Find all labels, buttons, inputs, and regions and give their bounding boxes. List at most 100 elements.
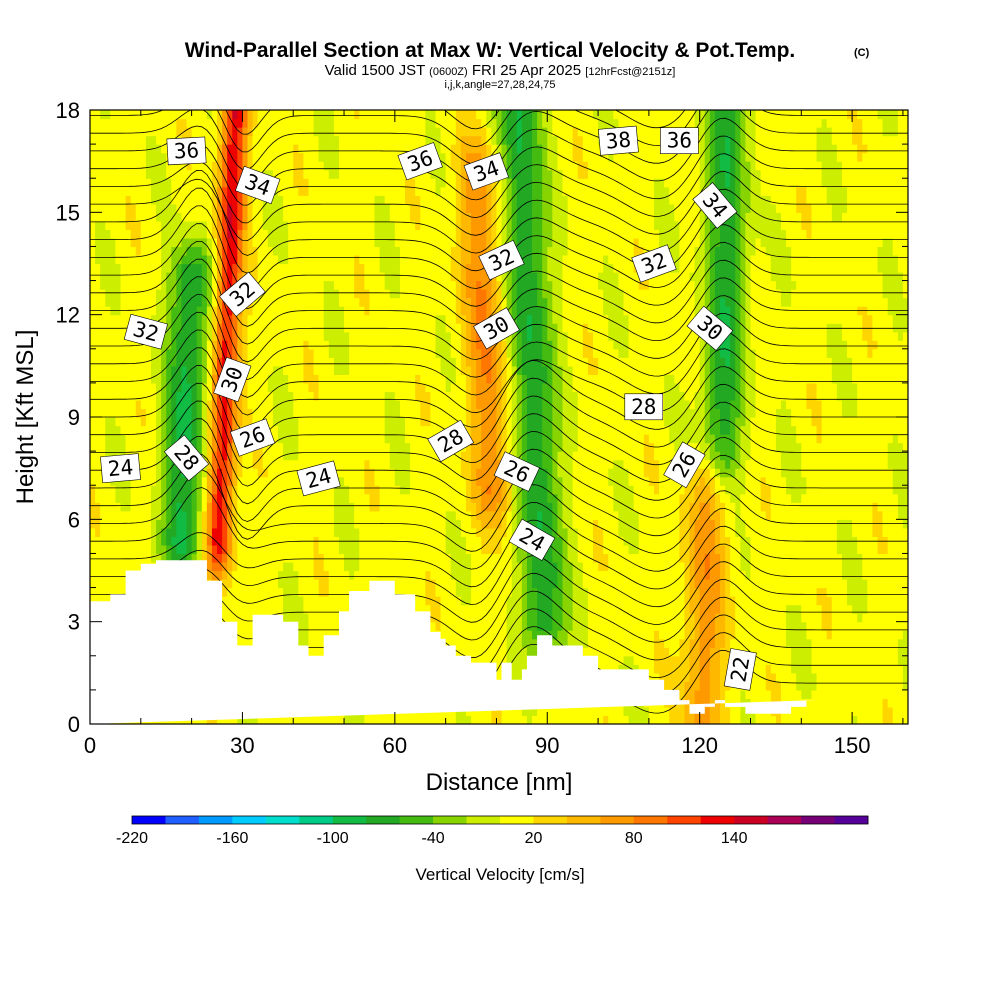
field-cell [359,169,365,179]
field-cell [222,451,228,461]
field-cell [150,229,157,239]
field-cell [384,195,391,205]
field-cell [440,587,447,597]
field-cell [156,212,162,222]
field-cell [308,459,315,469]
field-cell [405,561,411,572]
field-cell [405,118,411,128]
field-cell [318,314,325,324]
field-cell [150,391,157,401]
field-cell [90,587,96,597]
field-cell [313,220,320,230]
field-cell [135,169,142,179]
field-cell [349,323,355,333]
field-cell [130,135,137,145]
field-cell [359,391,365,401]
field-cell [394,391,401,401]
field-cell [140,519,147,529]
field-cell [95,169,101,179]
field-cell [257,212,264,222]
field-cell [359,382,365,393]
field-cell [338,374,345,384]
field-cell [272,715,279,724]
field-cell [150,544,157,555]
field-cell [313,408,320,418]
field-cell [252,596,259,606]
field-cell [425,272,432,282]
field-cell [354,118,360,128]
field-cell [227,536,233,546]
field-cell [405,263,411,273]
field-cell [267,519,274,529]
field-cell [369,348,376,358]
field-cell [328,220,335,230]
field-cell [405,357,411,367]
field-cell [277,340,284,350]
field-cell [125,212,132,222]
field-cell [328,118,335,128]
field-cell [242,195,249,205]
field-cell [262,382,269,393]
field-cell [420,544,426,555]
field-cell [374,169,381,179]
field-cell [369,331,376,341]
field-cell [257,715,264,724]
field-cell [333,442,340,452]
field-cell [410,237,416,248]
field-cell [389,493,396,503]
field-cell [328,434,335,444]
field-cell [176,169,183,179]
field-cell [359,544,365,555]
field-cell [191,544,198,555]
field-cell [328,596,335,606]
field-cell [308,144,315,154]
field-cell [145,135,152,145]
field-cell [405,459,411,469]
field-cell [298,451,304,461]
field-cell [135,152,142,162]
field-cell [283,340,289,350]
field-cell [328,451,335,461]
field-cell [140,152,147,162]
field-cell [328,135,335,145]
field-cell [161,212,167,222]
field-cell [410,425,416,435]
field-cell [308,519,315,529]
field-cell [176,127,183,137]
field-cell [354,451,360,461]
field-cell [171,553,177,563]
field-cell [313,510,320,520]
field-cell [333,340,340,350]
field-cell [217,442,223,452]
field-cell [338,110,345,120]
field-cell [150,451,157,461]
field-cell [135,289,142,299]
field-cell [374,127,381,137]
field-cell [283,280,289,290]
field-cell [435,715,442,724]
field-cell [100,570,106,580]
field-cell [145,382,152,393]
field-cell [298,297,304,307]
field-cell [206,323,213,333]
field-cell [171,340,177,350]
field-cell [344,408,350,418]
field-cell [364,135,371,145]
field-cell [379,348,386,358]
field-cell [201,289,208,299]
field-cell [181,331,188,341]
field-cell [232,399,238,410]
field-cell [288,127,294,137]
field-cell [211,203,218,213]
field-cell [196,246,203,256]
field-cell [425,382,432,393]
field-cell [420,186,426,196]
field-cell [257,323,264,333]
field-cell [227,579,233,589]
field-cell [252,715,259,724]
field-cell [328,152,335,162]
field-cell [318,280,325,290]
field-cell [156,246,162,256]
field-cell [171,468,177,478]
field-cell [257,604,264,614]
